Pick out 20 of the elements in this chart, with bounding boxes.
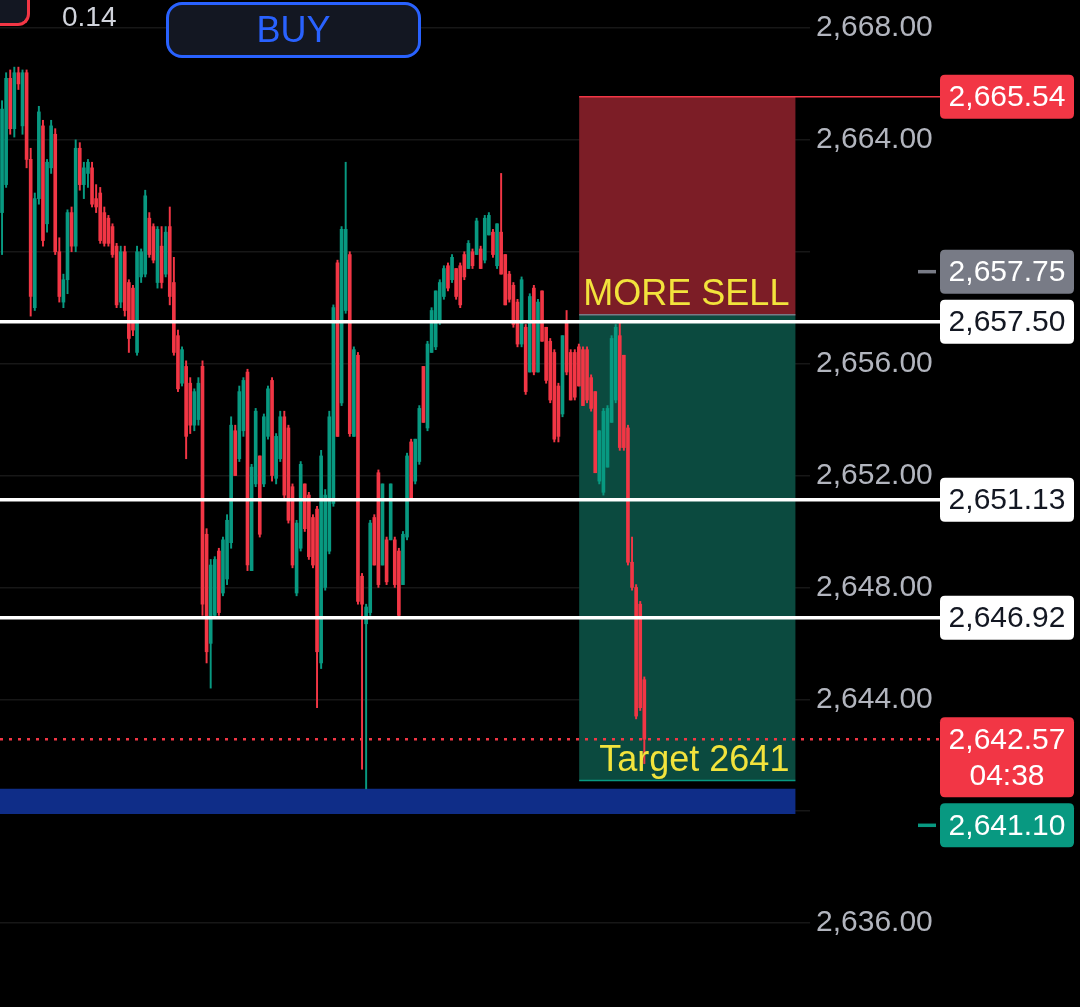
button: BUY bbox=[166, 2, 421, 58]
band-label: MORE SELL bbox=[583, 271, 790, 313]
y-tick-label: 2,644.00 bbox=[816, 680, 933, 714]
annotation: BUY bbox=[256, 9, 331, 50]
band-label: Target 2641 bbox=[599, 737, 790, 779]
y-tick-label: 2,668.00 bbox=[816, 9, 933, 43]
y-tick-label: 2,648.00 bbox=[816, 568, 933, 602]
ref-line-label: 2,642.57 bbox=[948, 721, 1066, 755]
legend-label: 2,657.75 bbox=[948, 253, 1066, 287]
y-tick-label: 2,652.00 bbox=[816, 456, 933, 490]
legend-label: 2,641.10 bbox=[948, 807, 1066, 841]
ref-line-label: 2,646.92 bbox=[948, 599, 1066, 633]
annotation: 0.14 bbox=[62, 1, 117, 32]
ref-line-label: 2,651.13 bbox=[948, 482, 1066, 516]
y-tick-label: 2,636.00 bbox=[816, 904, 933, 938]
y-tick-label: 2,664.00 bbox=[816, 121, 933, 155]
ref-line-label: 2,657.50 bbox=[948, 303, 1066, 337]
ref-line-label: 2,665.54 bbox=[948, 79, 1066, 113]
text: 04:38 bbox=[969, 757, 1045, 791]
y-tick-label: 2,656.00 bbox=[816, 344, 933, 378]
